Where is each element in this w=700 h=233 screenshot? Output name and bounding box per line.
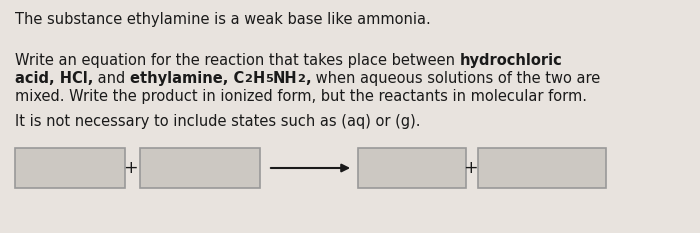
Text: It is not necessary to include states such as (aq) or (g).: It is not necessary to include states su… (15, 114, 421, 129)
Text: and: and (93, 71, 130, 86)
Text: mixed. Write the product in ionized form, but the reactants in molecular form.: mixed. Write the product in ionized form… (15, 89, 587, 104)
Bar (478, 148, 606, 188)
Text: The substance ethylamine is a weak base like ammonia.: The substance ethylamine is a weak base … (15, 12, 430, 27)
Text: Write an equation for the reaction that takes place between: Write an equation for the reaction that … (15, 53, 460, 68)
Text: ethylamine, C: ethylamine, C (130, 71, 244, 86)
Text: ,: , (305, 71, 311, 86)
Text: +: + (122, 159, 137, 177)
Text: hydrochloric: hydrochloric (460, 53, 562, 68)
Bar (140, 148, 260, 188)
Text: NH: NH (272, 71, 297, 86)
Text: +: + (463, 159, 477, 177)
Text: when aqueous solutions of the two are: when aqueous solutions of the two are (311, 71, 600, 86)
Bar (15, 148, 125, 188)
Text: 2: 2 (297, 74, 305, 84)
Text: acid, HCl,: acid, HCl, (15, 71, 93, 86)
Text: 5: 5 (265, 74, 272, 84)
Text: 2: 2 (244, 74, 253, 84)
Bar (358, 148, 466, 188)
Text: H: H (253, 71, 265, 86)
